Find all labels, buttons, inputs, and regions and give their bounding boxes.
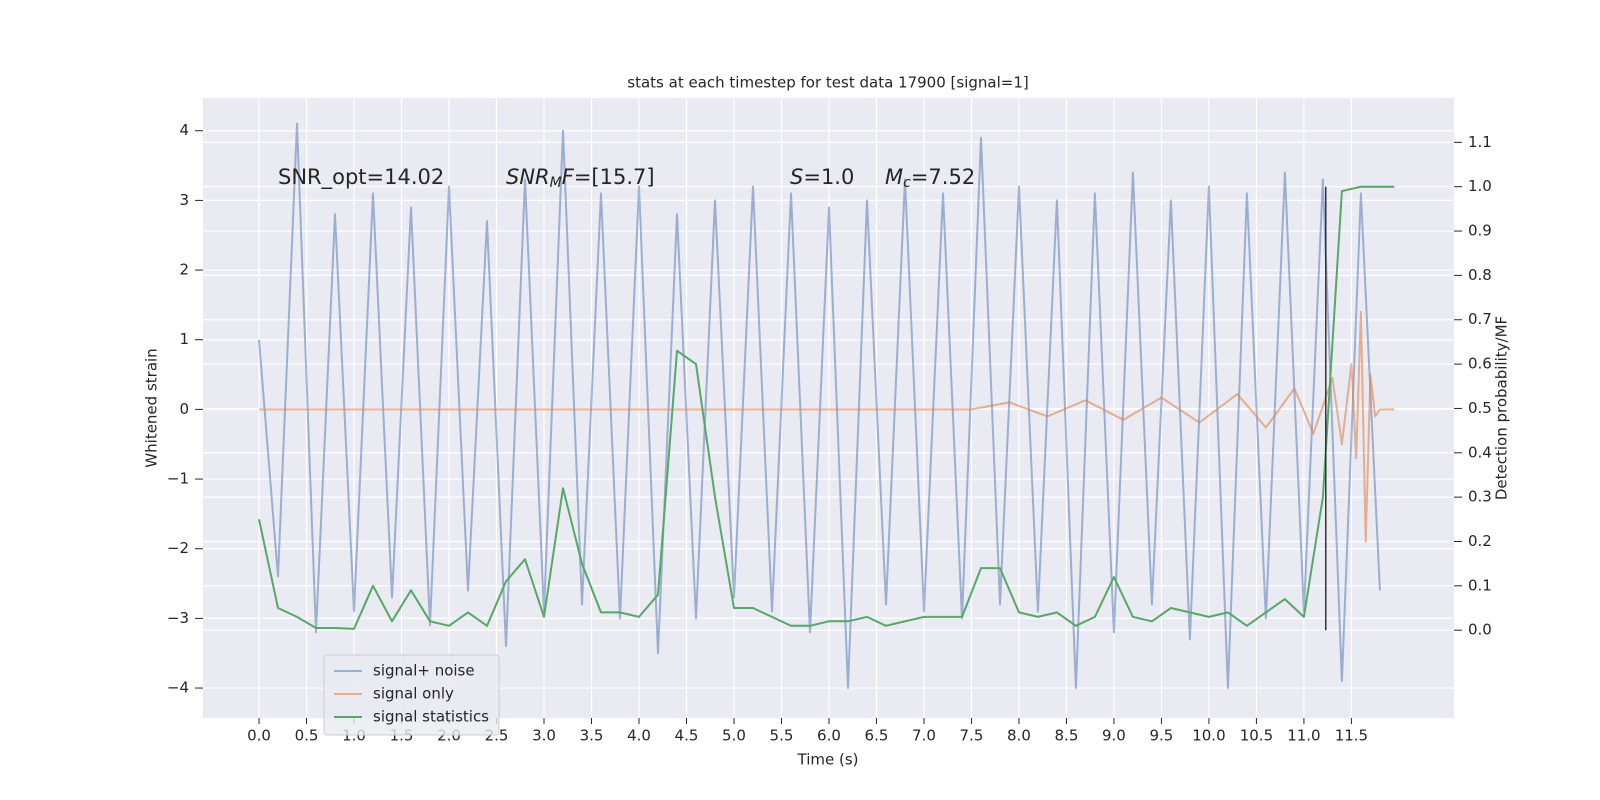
x-tick-label: 5.5 bbox=[770, 727, 794, 745]
annotation-part: S bbox=[790, 165, 803, 189]
y2-tick-label: 0.3 bbox=[1468, 488, 1492, 506]
chart-title: stats at each timestep for test data 179… bbox=[627, 74, 1028, 92]
y-tick-label: 4 bbox=[179, 121, 189, 139]
x-tick-label: 9.5 bbox=[1150, 727, 1174, 745]
y2-tick-label: 0.2 bbox=[1468, 532, 1492, 550]
y2-tick-label: 0.1 bbox=[1468, 576, 1492, 594]
x-tick-label: 6.5 bbox=[865, 727, 889, 745]
y2-tick-label: 1.0 bbox=[1468, 177, 1492, 195]
series-line bbox=[258, 122, 1381, 689]
x-tick-label: 3.0 bbox=[532, 727, 556, 745]
annotation: S=1.0 bbox=[790, 165, 854, 189]
y-tick-label: 1 bbox=[179, 330, 189, 348]
annotation-part: c bbox=[903, 175, 911, 191]
y-tick-label: −1 bbox=[167, 470, 189, 488]
annotation-part: SNR_opt=14.02 bbox=[278, 165, 444, 190]
y2-tick-label: 0.4 bbox=[1468, 443, 1492, 461]
y2-tick-label: 0.9 bbox=[1468, 222, 1492, 240]
y2-tick-label: 1.1 bbox=[1468, 133, 1492, 151]
x-tick-label: 4.0 bbox=[627, 727, 651, 745]
x-tick-label: 7.5 bbox=[960, 727, 984, 745]
x-tick-label: 8.5 bbox=[1055, 727, 1079, 745]
legend-label: signal statistics bbox=[373, 708, 489, 726]
y2-tick-label: 0.0 bbox=[1468, 621, 1492, 639]
annotation-part: =7.52 bbox=[911, 165, 975, 189]
y-tick-label: −2 bbox=[167, 539, 189, 557]
annotation: SNR_opt=14.02 bbox=[278, 165, 444, 190]
annotation: SNRMF=[15.7] bbox=[506, 165, 655, 191]
y-tick-label: −4 bbox=[167, 679, 189, 697]
x-tick-label: 11.0 bbox=[1287, 727, 1320, 745]
y2-tick-label: 0.5 bbox=[1468, 399, 1492, 417]
x-tick-label: 0.0 bbox=[247, 727, 271, 745]
legend-label: signal only bbox=[373, 685, 454, 703]
x-tick-label: 3.5 bbox=[580, 727, 604, 745]
x-tick-label: 0.5 bbox=[295, 727, 319, 745]
x-axis-label: Time (s) bbox=[797, 751, 859, 769]
annotation: Mc=7.52 bbox=[885, 165, 975, 191]
annotation-part: M bbox=[885, 165, 903, 189]
series-line bbox=[258, 185, 1395, 630]
x-tick-label: 8.0 bbox=[1007, 727, 1031, 745]
x-tick-label: 5.0 bbox=[722, 727, 746, 745]
y2-tick-label: 0.8 bbox=[1468, 266, 1492, 284]
x-tick-label: 4.5 bbox=[675, 727, 699, 745]
annotation-part: M bbox=[550, 175, 562, 191]
x-tick-label: 9.0 bbox=[1102, 727, 1126, 745]
legend-box bbox=[323, 654, 500, 736]
annotation-part: F bbox=[562, 165, 575, 189]
y2-axis-label: Detection probability/MF bbox=[1493, 316, 1511, 500]
y2-tick-label: 0.7 bbox=[1468, 310, 1492, 328]
legend-label: signal+ noise bbox=[373, 662, 475, 680]
annotation-part: =[15.7] bbox=[574, 165, 655, 189]
y-tick-label: −3 bbox=[167, 609, 189, 627]
x-tick-label: 6.0 bbox=[817, 727, 841, 745]
y-tick-label: 3 bbox=[179, 191, 189, 209]
x-tick-label: 10.0 bbox=[1192, 727, 1225, 745]
x-tick-label: 11.5 bbox=[1335, 727, 1368, 745]
y-tick-label: 0 bbox=[179, 400, 189, 418]
y-tick-label: 2 bbox=[179, 261, 189, 279]
annotation-part: =1.0 bbox=[803, 165, 854, 189]
y2-tick-label: 0.6 bbox=[1468, 355, 1492, 373]
series-line bbox=[259, 310, 1395, 543]
x-tick-label: 10.5 bbox=[1240, 727, 1273, 745]
y-axis-label: Whitened strain bbox=[143, 348, 161, 467]
annotation-part: SNR bbox=[506, 165, 550, 189]
x-tick-label: 7.0 bbox=[912, 727, 936, 745]
